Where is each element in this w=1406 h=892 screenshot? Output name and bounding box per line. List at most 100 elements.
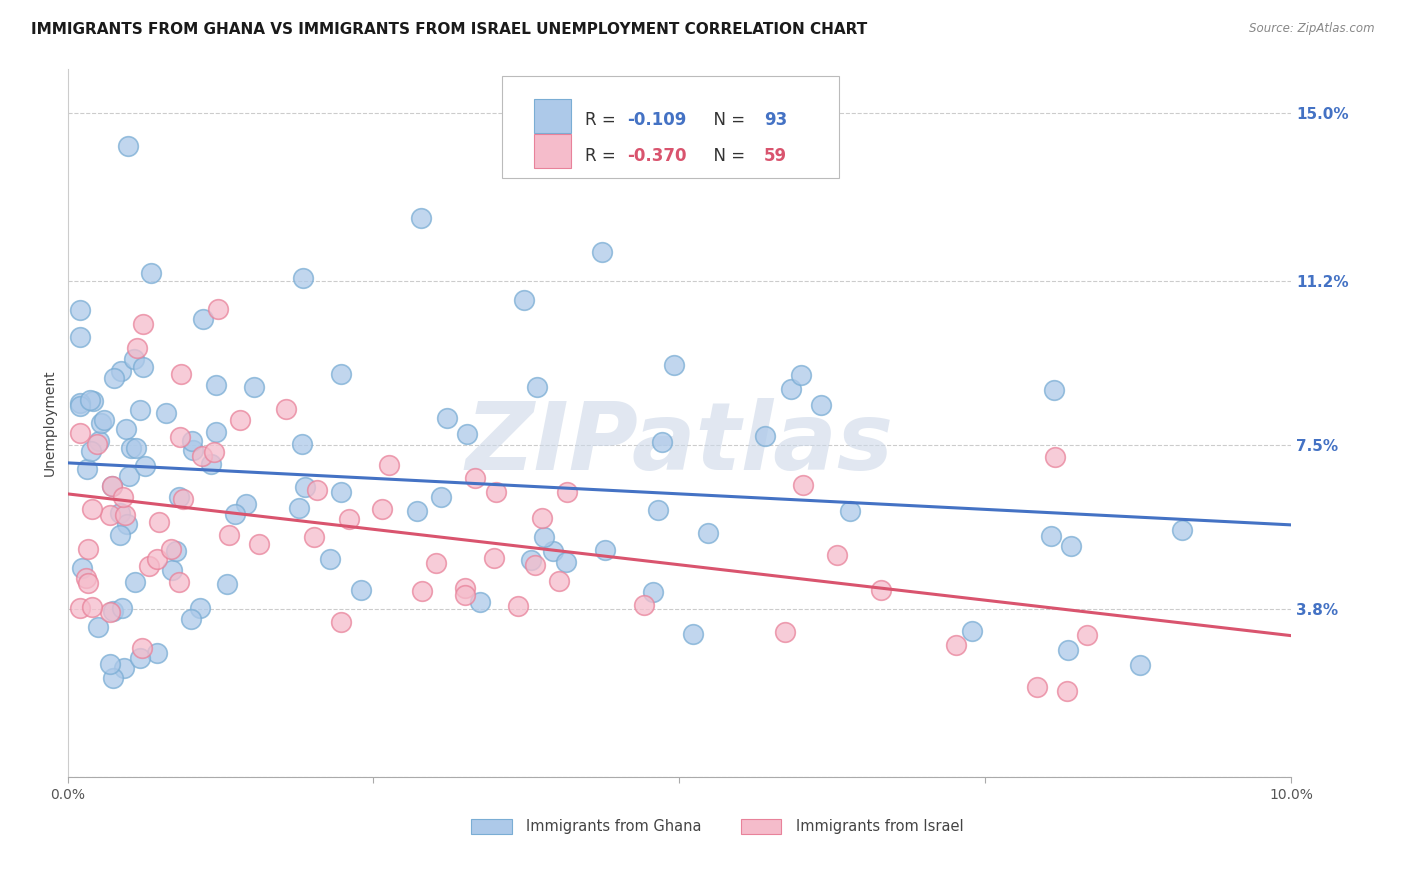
- Point: [330, 367, 353, 381]
- Point: [591, 245, 613, 260]
- Point: [1040, 529, 1063, 543]
- Point: [291, 271, 314, 285]
- Point: [124, 442, 146, 456]
- Point: [82, 501, 104, 516]
- Point: [526, 380, 548, 394]
- Point: [118, 469, 141, 483]
- Point: [662, 358, 685, 372]
- Point: [139, 266, 162, 280]
- Point: [350, 583, 373, 598]
- Point: [288, 501, 311, 516]
- Point: [70, 560, 93, 574]
- Point: [200, 457, 222, 471]
- Point: [204, 425, 226, 439]
- Point: [90, 416, 112, 430]
- Point: [170, 367, 193, 381]
- Point: [1043, 450, 1066, 464]
- Point: [129, 651, 152, 665]
- Point: [69, 600, 91, 615]
- Point: [790, 368, 813, 382]
- Point: [468, 595, 491, 609]
- Point: [112, 490, 135, 504]
- Point: [682, 627, 704, 641]
- Text: N =: N =: [703, 146, 749, 165]
- Point: [124, 574, 146, 589]
- Point: [207, 301, 229, 316]
- Point: [167, 490, 190, 504]
- Point: [146, 646, 169, 660]
- FancyBboxPatch shape: [534, 135, 571, 169]
- Point: [302, 530, 325, 544]
- Point: [108, 528, 131, 542]
- Point: [641, 584, 664, 599]
- Point: [1042, 383, 1064, 397]
- Point: [89, 434, 111, 448]
- Point: [165, 544, 187, 558]
- Point: [541, 543, 564, 558]
- Point: [108, 506, 131, 520]
- Point: [193, 312, 215, 326]
- Point: [294, 479, 316, 493]
- Point: [792, 477, 814, 491]
- Text: Immigrants from Israel: Immigrants from Israel: [796, 819, 963, 834]
- Point: [82, 394, 104, 409]
- Point: [169, 430, 191, 444]
- Point: [69, 396, 91, 410]
- FancyBboxPatch shape: [741, 819, 780, 834]
- Point: [129, 402, 152, 417]
- Point: [76, 461, 98, 475]
- Point: [98, 606, 121, 620]
- Point: [111, 601, 134, 615]
- FancyBboxPatch shape: [502, 76, 838, 178]
- Point: [960, 624, 983, 638]
- Point: [86, 437, 108, 451]
- Point: [1170, 523, 1192, 537]
- Point: [243, 380, 266, 394]
- Text: R =: R =: [585, 146, 621, 165]
- Point: [555, 555, 578, 569]
- Point: [125, 341, 148, 355]
- Point: [291, 437, 314, 451]
- Point: [318, 551, 340, 566]
- Point: [330, 485, 353, 500]
- Point: [75, 571, 97, 585]
- Point: [773, 625, 796, 640]
- Point: [378, 458, 401, 473]
- Point: [1057, 643, 1080, 657]
- Point: [228, 413, 250, 427]
- Point: [454, 588, 477, 602]
- Point: [69, 303, 91, 318]
- Point: [425, 557, 447, 571]
- Text: 59: 59: [763, 146, 787, 165]
- Text: IMMIGRANTS FROM GHANA VS IMMIGRANTS FROM ISRAEL UNEMPLOYMENT CORRELATION CHART: IMMIGRANTS FROM GHANA VS IMMIGRANTS FROM…: [31, 22, 868, 37]
- Point: [93, 412, 115, 426]
- Point: [110, 364, 132, 378]
- Point: [69, 399, 91, 413]
- Text: -0.109: -0.109: [627, 112, 686, 129]
- Point: [218, 527, 240, 541]
- Point: [138, 559, 160, 574]
- Point: [1026, 681, 1049, 695]
- Point: [548, 574, 571, 588]
- Point: [98, 657, 121, 671]
- Text: 93: 93: [763, 112, 787, 129]
- Text: Source: ZipAtlas.com: Source: ZipAtlas.com: [1250, 22, 1375, 36]
- Point: [80, 443, 103, 458]
- Point: [519, 553, 541, 567]
- Point: [77, 576, 100, 591]
- Point: [869, 583, 891, 598]
- Point: [148, 515, 170, 529]
- Point: [87, 620, 110, 634]
- Point: [307, 483, 329, 498]
- Point: [132, 317, 155, 331]
- Point: [371, 502, 394, 516]
- Point: [1060, 539, 1083, 553]
- Point: [112, 661, 135, 675]
- Point: [651, 435, 673, 450]
- Point: [115, 517, 138, 532]
- Text: Immigrants from Ghana: Immigrants from Ghana: [526, 819, 702, 834]
- Point: [98, 508, 121, 523]
- Point: [1056, 684, 1078, 698]
- Point: [593, 542, 616, 557]
- Text: -0.370: -0.370: [627, 146, 686, 165]
